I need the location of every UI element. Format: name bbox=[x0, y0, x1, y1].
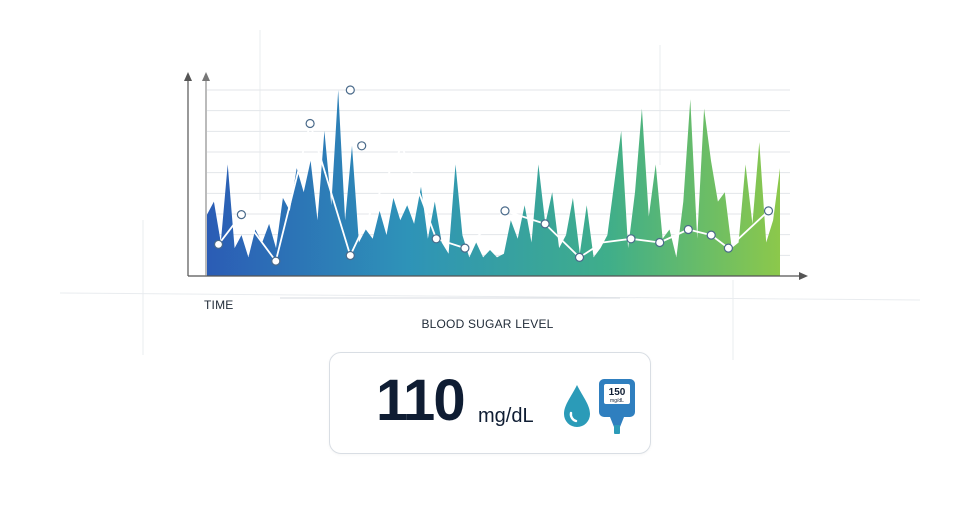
data-point bbox=[763, 206, 774, 216]
data-point bbox=[626, 234, 636, 244]
meter-display-unit: mg/dL bbox=[610, 398, 624, 404]
blood-drop-icon bbox=[564, 385, 590, 427]
y-axis-label: BLOOD SUGAR LEVEL bbox=[421, 317, 554, 331]
glucose-reading-card: 110 mg/dL 150 mg/dL bbox=[329, 352, 651, 454]
area-series-fill bbox=[207, 90, 780, 276]
data-point bbox=[213, 239, 224, 249]
glucose-unit: mg/dL bbox=[478, 405, 534, 427]
data-point bbox=[305, 118, 315, 129]
data-point bbox=[723, 243, 734, 253]
y-axis-arrow bbox=[184, 72, 192, 81]
data-point bbox=[271, 256, 281, 266]
meter-display-value: 150 bbox=[609, 387, 626, 398]
data-point bbox=[236, 210, 246, 220]
x-axis-label: TIME bbox=[204, 298, 234, 312]
decorative-guides bbox=[59, 30, 921, 360]
area-series bbox=[207, 90, 780, 276]
data-point bbox=[574, 252, 585, 262]
data-point bbox=[460, 243, 470, 253]
glucose-meter-icon: 150 mg/dL bbox=[599, 379, 635, 434]
data-point bbox=[683, 224, 693, 235]
y-axis-secondary-arrow bbox=[202, 72, 210, 81]
chart-axes bbox=[184, 72, 808, 280]
data-point bbox=[500, 206, 510, 216]
data-point bbox=[655, 237, 665, 248]
data-point bbox=[345, 85, 355, 95]
data-point bbox=[345, 250, 355, 261]
data-point bbox=[540, 219, 550, 229]
data-points bbox=[213, 85, 774, 266]
data-point bbox=[431, 234, 441, 244]
glucose-value: 110 bbox=[376, 368, 466, 433]
x-axis-arrow bbox=[799, 272, 808, 280]
data-point bbox=[357, 141, 367, 151]
data-point bbox=[706, 230, 716, 240]
